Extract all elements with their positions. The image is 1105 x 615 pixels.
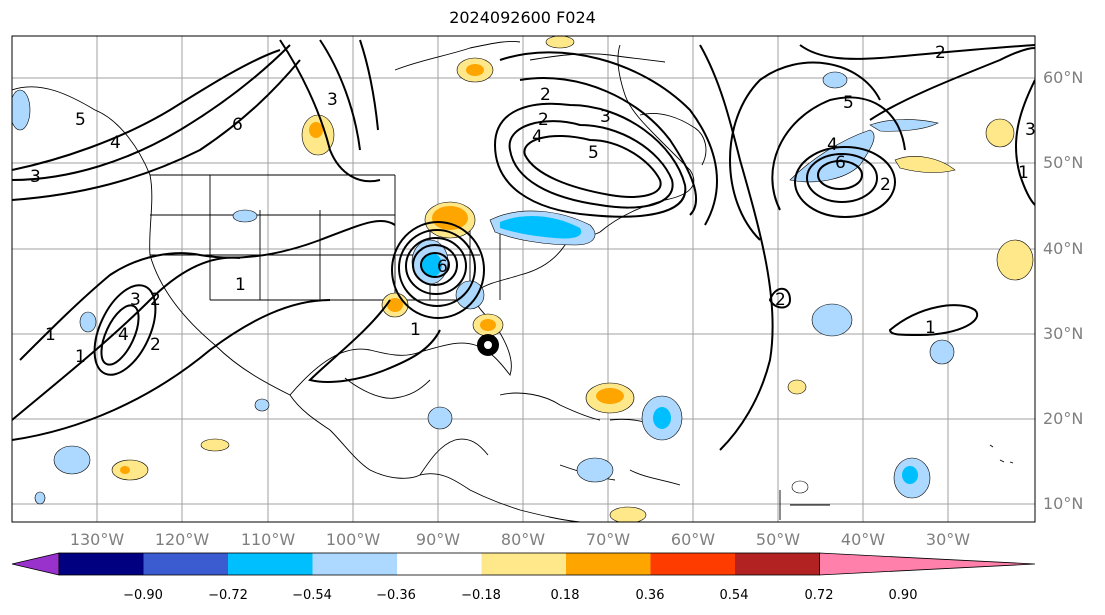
colorbar-tick-label: 0.72 <box>805 588 834 603</box>
map-border <box>11 35 1036 523</box>
colorbar-outline <box>58 552 820 576</box>
contour-label: 2 <box>150 335 161 355</box>
contour-label: 6 <box>232 115 243 135</box>
lon-tick-label: 50°W <box>756 530 800 549</box>
colorbar-extend-high <box>819 552 1036 576</box>
plot-title: 2024092600 F024 <box>449 8 596 27</box>
colorbar-tick-label: −0.54 <box>292 588 332 603</box>
contour-label: 2 <box>935 43 946 63</box>
contour-label: 5 <box>843 93 854 113</box>
lat-tick-label: 50°N <box>1043 153 1083 172</box>
colorbar-tick-label: −0.90 <box>123 588 163 603</box>
lat-tick-label: 20°N <box>1043 409 1083 428</box>
colorbar-segment <box>143 553 229 575</box>
lat-tick-label: 40°N <box>1043 239 1083 258</box>
contour-label: 1 <box>75 347 86 367</box>
hurricane-center-marker <box>477 334 499 356</box>
latitude-labels: 60°N 50°N 40°N 30°N 20°N 10°N <box>1043 68 1083 513</box>
lon-tick-label: 30°W <box>926 530 970 549</box>
colorbar-segment <box>650 553 736 575</box>
colorbar-segment <box>228 553 313 575</box>
contour-label: 1 <box>45 325 56 345</box>
colorbar-extend-low <box>11 552 60 576</box>
lon-tick-label: 100°W <box>326 530 381 549</box>
contour-label: 3 <box>30 167 41 187</box>
lon-tick-label: 80°W <box>501 530 545 549</box>
colorbar-tick-label: −0.72 <box>208 588 248 603</box>
contour-label: 1 <box>410 320 421 340</box>
colorbar-segment <box>735 553 820 575</box>
colorbar-segment <box>566 553 651 575</box>
contour-label: 3 <box>130 290 141 310</box>
colorbar-tick-label: −0.18 <box>461 588 501 603</box>
contour-label: 2 <box>880 175 891 195</box>
contour-label: 4 <box>827 135 838 155</box>
contour-label: 2 <box>775 290 786 310</box>
colorbar-tick-label: 0.54 <box>720 588 749 603</box>
contour-lines <box>12 39 1035 451</box>
contour-label: 1 <box>925 318 936 338</box>
graticule <box>12 36 1035 522</box>
contour-label: 4 <box>532 127 543 147</box>
lon-tick-label: 90°W <box>416 530 460 549</box>
contour-label: 5 <box>75 110 86 130</box>
colorbar <box>11 552 1036 576</box>
colorbar-tick-label: −0.36 <box>376 588 416 603</box>
lat-tick-label: 60°N <box>1043 68 1083 87</box>
colorbar-segment <box>397 553 482 575</box>
anomaly-shading <box>12 36 1034 522</box>
colorbar-segment <box>312 553 398 575</box>
longitude-labels: 130°W 120°W 110°W 100°W 90°W 80°W 70°W 6… <box>70 530 970 549</box>
contour-label: 2 <box>150 290 161 310</box>
colorbar-tick-label: 0.36 <box>636 588 665 603</box>
lon-tick-label: 70°W <box>586 530 630 549</box>
lon-tick-label: 130°W <box>70 530 125 549</box>
contour-label: 6 <box>835 153 846 173</box>
lat-tick-label: 10°N <box>1043 494 1083 513</box>
lon-tick-label: 60°W <box>671 530 715 549</box>
colorbar-tick-label: 0.18 <box>551 588 580 603</box>
contour-label: 3 <box>600 107 611 127</box>
colorbar-labels: −0.90 −0.72 −0.54 −0.36 −0.18 0.18 0.36 … <box>123 588 917 603</box>
contour-label: 3 <box>327 90 338 110</box>
contour-label: 2 <box>540 85 551 105</box>
contour-label: 2 <box>538 110 549 130</box>
contour-label: 5 <box>588 143 599 163</box>
contour-label: 4 <box>118 325 129 345</box>
contour-label: 1 <box>235 275 246 295</box>
contour-label: 1 <box>1018 163 1029 183</box>
contour-labels: 6 5 4 3 2 1 1 1 2 3 4 3 2 1 6 5 4 3 2 2 … <box>30 43 1036 367</box>
colorbar-tick-label: 0.90 <box>889 588 918 603</box>
lat-tick-label: 30°N <box>1043 324 1083 343</box>
contour-label: 3 <box>1025 120 1036 140</box>
lon-tick-label: 40°W <box>841 530 885 549</box>
colorbar-segment <box>59 553 144 575</box>
colorbar-segment <box>481 553 567 575</box>
lon-tick-label: 120°W <box>155 530 210 549</box>
contour-label: 6 <box>437 257 448 277</box>
contour-label: 4 <box>110 133 121 153</box>
lon-tick-label: 110°W <box>241 530 296 549</box>
